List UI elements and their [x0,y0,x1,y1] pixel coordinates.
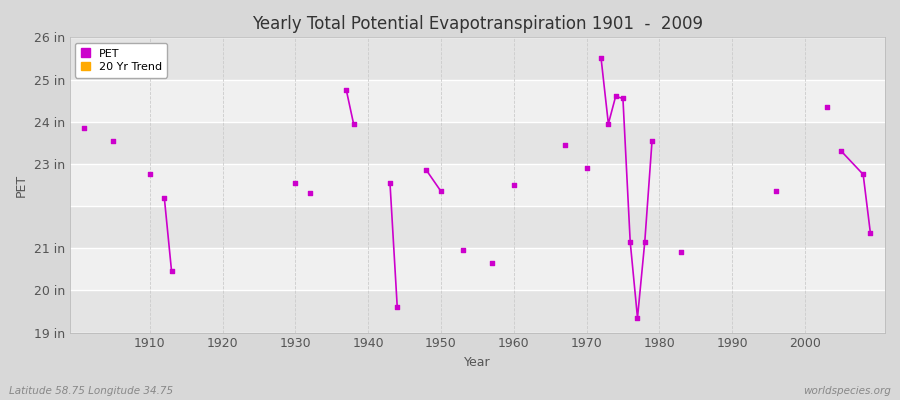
Point [434,188,448,194]
Point [616,95,630,102]
Point [674,249,688,256]
Point [644,138,659,144]
Bar [69,37,885,80]
Point [637,239,652,245]
Bar [69,206,885,248]
Point [557,142,572,148]
Point [419,167,434,173]
Point [608,93,623,100]
Bar [69,248,885,290]
Point [382,180,397,186]
Point [580,165,594,171]
Point [390,304,404,310]
Point [346,120,361,127]
Point [165,268,179,275]
Point [834,148,849,154]
Point [856,171,870,178]
Text: Latitude 58.75 Longitude 34.75: Latitude 58.75 Longitude 34.75 [9,386,173,396]
Point [339,87,354,93]
Point [630,315,644,321]
Point [302,190,317,196]
Text: worldspecies.org: worldspecies.org [803,386,891,396]
Bar [69,80,885,122]
Point [623,239,637,245]
Legend: PET, 20 Yr Trend: PET, 20 Yr Trend [76,43,167,78]
Point [142,171,157,178]
Point [455,247,470,254]
Point [485,260,500,266]
Point [106,138,121,144]
Point [769,188,783,194]
Point [77,125,92,131]
Point [507,182,521,188]
Point [158,194,172,201]
Bar [69,164,885,206]
Point [288,180,302,186]
Point [863,230,878,237]
Title: Yearly Total Potential Evapotranspiration 1901  -  2009: Yearly Total Potential Evapotranspiratio… [252,15,703,33]
Point [820,104,834,110]
Y-axis label: PET: PET [15,173,28,196]
Point [594,55,608,62]
Bar [69,290,885,332]
Point [601,120,616,127]
X-axis label: Year: Year [464,356,491,369]
Bar [69,122,885,164]
